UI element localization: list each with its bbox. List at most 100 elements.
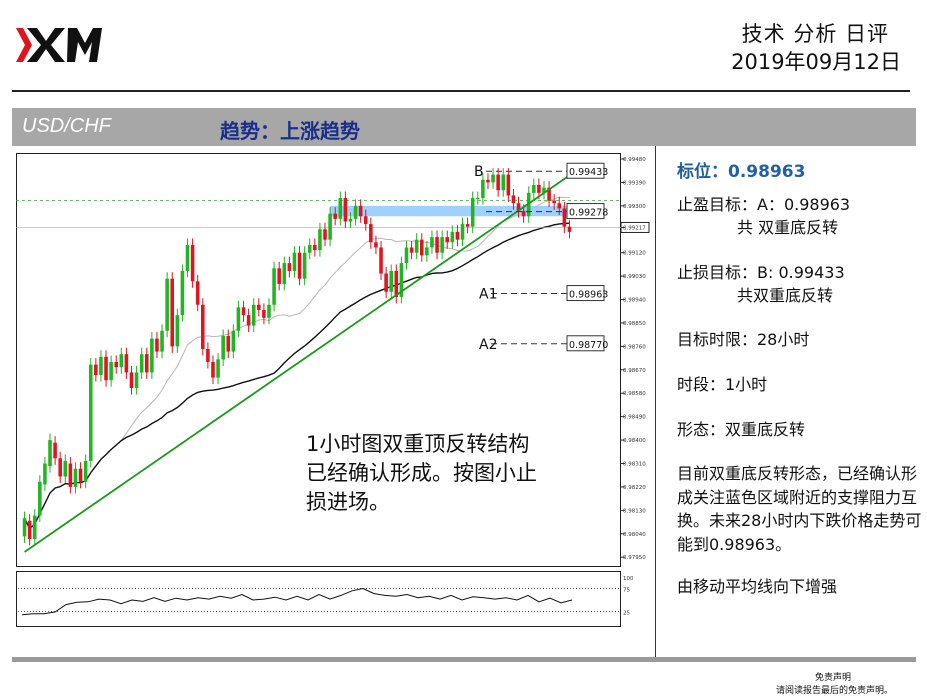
candle-body bbox=[38, 481, 42, 516]
candle-body bbox=[430, 237, 434, 248]
candle-body bbox=[414, 239, 419, 253]
y-tick-label: 0.98760 bbox=[623, 344, 646, 350]
candle-body bbox=[180, 270, 185, 316]
candle-body bbox=[262, 309, 266, 318]
candle-body bbox=[216, 359, 220, 378]
oscillator-level-label: 75 bbox=[623, 588, 630, 594]
candle-body bbox=[201, 304, 205, 349]
xm-logo bbox=[16, 28, 102, 62]
candle-body bbox=[384, 273, 388, 292]
y-tick-label: 0.98940 bbox=[623, 298, 646, 304]
oscillator-line bbox=[21, 587, 573, 616]
y-tick-label: 0.99120 bbox=[623, 251, 646, 257]
candle-body bbox=[190, 244, 195, 282]
candle-body bbox=[353, 205, 358, 219]
candle-body bbox=[165, 278, 169, 331]
y-tick-label: 0.98310 bbox=[623, 462, 646, 468]
candle-body bbox=[318, 229, 322, 251]
candle-body bbox=[134, 372, 139, 389]
y-tick-label: 0.98490 bbox=[623, 415, 646, 421]
candle-body bbox=[99, 356, 103, 376]
target-level-box bbox=[566, 285, 605, 302]
candle-body bbox=[511, 195, 516, 204]
candle-body bbox=[425, 247, 429, 256]
y-tick-label: 0.99217 bbox=[623, 225, 646, 231]
candle-body bbox=[287, 263, 292, 271]
disclaimer-text: 请阅读报告最后的免责声明。 bbox=[775, 686, 893, 696]
candle-body bbox=[22, 518, 27, 537]
candle-body bbox=[114, 362, 118, 368]
candle-body bbox=[83, 460, 88, 482]
oscillator-level-label: 25 bbox=[623, 611, 630, 617]
oscillator-level-label: 100 bbox=[623, 576, 634, 582]
chart-annotation: 1小时图双重顶反转结构 已经确认形成。按图小止 损进场。 bbox=[306, 430, 537, 517]
ma-slow-line bbox=[23, 222, 570, 530]
y-tick-label: 0.99480 bbox=[623, 157, 646, 163]
candle-body bbox=[257, 304, 261, 310]
pivot-row: 标位：0.98963 bbox=[677, 160, 805, 184]
target-level-box bbox=[566, 162, 605, 179]
candle-body bbox=[445, 237, 450, 243]
pivot-label: 标位： bbox=[677, 162, 728, 182]
candle-body bbox=[150, 338, 154, 373]
candle-body bbox=[170, 278, 175, 347]
candle-body bbox=[129, 372, 134, 389]
stop-loss-line: 止损目标：B: 0.99433 bbox=[677, 263, 845, 282]
candle-body bbox=[292, 252, 297, 271]
candle-body bbox=[109, 362, 113, 381]
candle-body bbox=[175, 315, 180, 347]
candle-body bbox=[460, 224, 465, 240]
price-panel-frame bbox=[16, 153, 621, 567]
candle-body bbox=[272, 268, 276, 305]
y-tick-label: 0.98580 bbox=[623, 391, 646, 397]
candle-body bbox=[313, 244, 317, 251]
candle-body bbox=[516, 203, 521, 212]
y-tick-label: 0.99300 bbox=[623, 204, 646, 210]
candle-body bbox=[532, 185, 536, 193]
footer-divider bbox=[12, 657, 916, 662]
candle-body bbox=[139, 354, 144, 373]
y-tick-label: 0.98220 bbox=[623, 485, 646, 491]
timeframe: 时段：1小时 bbox=[677, 375, 768, 394]
candle-body bbox=[282, 263, 287, 284]
candle-body bbox=[328, 213, 332, 240]
candle-body bbox=[374, 242, 378, 248]
candle-body bbox=[195, 281, 200, 305]
candle-body bbox=[68, 463, 73, 487]
candle-body bbox=[521, 211, 526, 217]
y-tick-label: 0.98400 bbox=[623, 438, 646, 444]
price-chart: 0.99480 0.99390 0.99300 0.99217 0.99120 0.990… bbox=[16, 153, 650, 627]
candle-body bbox=[501, 174, 506, 191]
candle-body bbox=[491, 174, 495, 183]
candle-body bbox=[389, 270, 393, 292]
currency-pair: USD/CHF bbox=[22, 115, 111, 137]
candle-body bbox=[358, 205, 363, 217]
report-title: 技术 分析 日评 bbox=[741, 22, 889, 46]
report-date: 2019年09月12日 bbox=[731, 50, 901, 74]
candle-body bbox=[537, 185, 541, 193]
target-level-value: 0.99433 bbox=[569, 167, 608, 178]
pivot-value: 0.98963 bbox=[728, 162, 806, 182]
candle-body bbox=[206, 348, 210, 362]
candle-body bbox=[409, 247, 414, 253]
candle-body bbox=[557, 203, 562, 209]
candle-body bbox=[562, 208, 567, 227]
stop-loss: 止损目标：B: 0.99433 共双重底反转 bbox=[677, 261, 845, 307]
y-tick-label: 0.97950 bbox=[623, 555, 646, 561]
resistance-zone bbox=[330, 205, 572, 217]
candle-body bbox=[58, 458, 62, 477]
take-profit-note: 共 双重底反转 bbox=[737, 218, 839, 237]
candle-body bbox=[435, 237, 439, 253]
candle-body bbox=[481, 179, 485, 199]
candle-body bbox=[450, 231, 455, 243]
y-tick-label: 0.98850 bbox=[623, 321, 646, 327]
target-level-box bbox=[566, 335, 605, 352]
annotation-line: 已经确认形成。按图小止 bbox=[306, 461, 537, 485]
candle-body bbox=[486, 179, 490, 183]
candle-body bbox=[27, 520, 32, 539]
candle-body bbox=[241, 307, 246, 316]
pair-banner: USD/CHF 趋势：上涨趋势 bbox=[12, 108, 916, 146]
target-horizon: 目标时限：28小时 bbox=[677, 330, 810, 349]
candle-body bbox=[43, 463, 47, 485]
disclaimer-title: 免责声明 bbox=[814, 673, 851, 683]
